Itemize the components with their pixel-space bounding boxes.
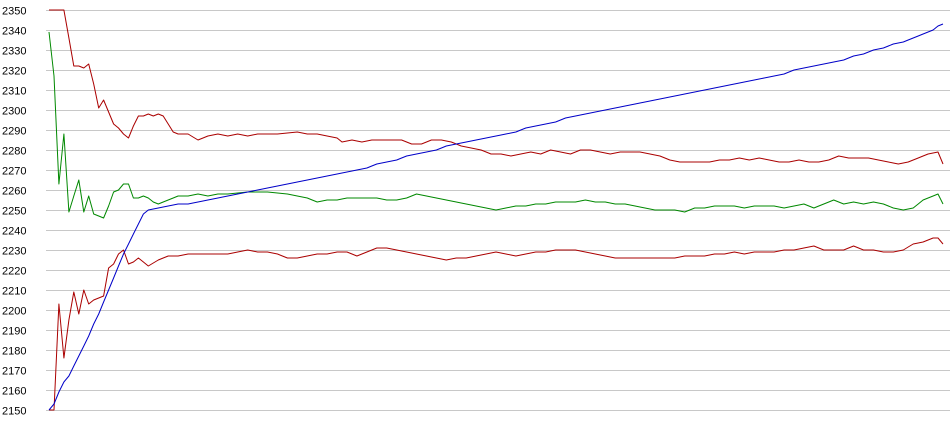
y-tick-label: 2260 — [2, 186, 26, 198]
y-tick-label: 2200 — [2, 306, 26, 318]
series-line-trend — [48, 23, 944, 411]
y-tick-label: 2160 — [2, 386, 26, 398]
y-tick-label: 2290 — [2, 126, 26, 138]
chart-grid — [46, 10, 950, 411]
y-tick-label: 2310 — [2, 86, 26, 98]
y-tick-label: 2150 — [2, 406, 26, 418]
y-axis: 2150 2160 2170 2180 2190 2200 2210 2220 2230 2240… — [2, 6, 26, 418]
y-tick-label: 2270 — [2, 166, 26, 178]
y-tick-label: 2350 — [2, 6, 26, 18]
y-tick-label: 2240 — [2, 226, 26, 238]
series-line-middle — [48, 31, 944, 219]
y-tick-label: 2250 — [2, 206, 26, 218]
series-line-lower-band — [49, 237, 944, 411]
y-tick-label: 2190 — [2, 326, 26, 338]
y-tick-label: 2280 — [2, 146, 26, 158]
y-tick-label: 2320 — [2, 66, 26, 78]
y-tick-label: 2340 — [2, 26, 26, 38]
y-tick-label: 2330 — [2, 46, 26, 58]
y-tick-label: 2210 — [2, 286, 26, 298]
series-line-upper-band — [49, 9, 944, 165]
y-tick-label: 2220 — [2, 266, 26, 278]
y-tick-label: 2180 — [2, 346, 26, 358]
y-tick-label: 2170 — [2, 366, 26, 378]
plot-area — [48, 9, 944, 411]
y-tick-label: 2230 — [2, 246, 26, 258]
y-tick-label: 2300 — [2, 106, 26, 118]
